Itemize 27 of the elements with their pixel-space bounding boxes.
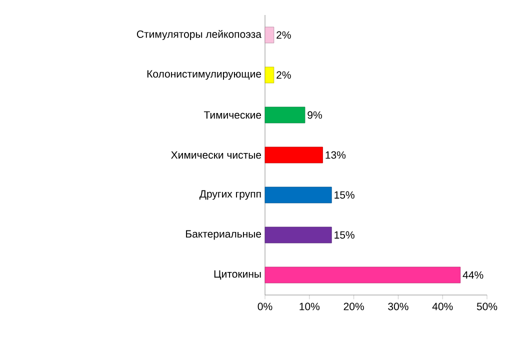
x-tick-label: 50% (476, 302, 498, 310)
bar (264, 66, 274, 84)
x-tick-label: 0% (258, 302, 272, 310)
data-label: 15% (334, 231, 354, 239)
x-tick-label: 30% (388, 302, 408, 310)
data-label: 44% (462, 271, 484, 279)
data-label: 2% (276, 31, 291, 39)
x-tick-label: 20% (344, 302, 364, 310)
bar (264, 106, 306, 124)
data-label: 9% (308, 111, 322, 119)
y-tick-label: Химически чистые (171, 151, 262, 159)
y-tick-label: Других групп (199, 190, 261, 200)
y-tick-label: Цитокины (214, 270, 261, 280)
bar (264, 226, 332, 244)
bar (264, 26, 274, 44)
y-tick-label: Тимические (204, 111, 262, 119)
bar (264, 146, 323, 164)
x-tick-label: 10% (300, 302, 320, 310)
bar (264, 266, 461, 284)
data-label: 2% (276, 71, 291, 79)
y-tick-label: Стимуляторы лейкопоэза (136, 30, 262, 40)
y-tick-label: Колонистимулирующие (147, 70, 262, 80)
data-label: 13% (326, 151, 346, 159)
data-label: 15% (334, 191, 354, 199)
x-tick-label: 40% (432, 302, 453, 310)
bar (264, 186, 332, 204)
y-tick-label: Бактериальные (186, 230, 262, 240)
